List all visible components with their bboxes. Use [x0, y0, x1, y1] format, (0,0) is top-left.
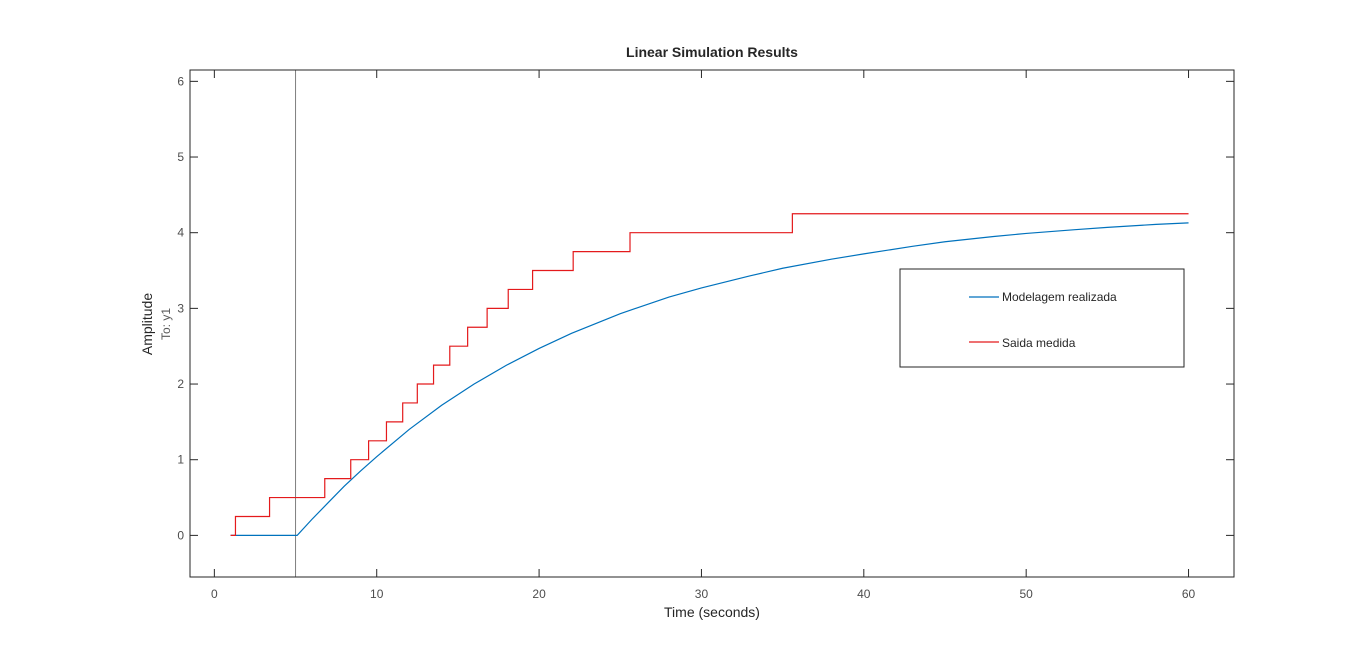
x-axis-label: Time (seconds) [664, 604, 760, 620]
x-tick-label: 50 [1019, 587, 1033, 601]
x-tick-label: 40 [857, 587, 871, 601]
x-tick-label: 0 [211, 587, 218, 601]
plot-area [230, 70, 1189, 577]
x-tick-label: 60 [1182, 587, 1196, 601]
y-tick-label: 0 [177, 528, 184, 542]
y-tick-label: 1 [177, 453, 184, 467]
axis-ticks: 0 10 20 30 40 50 60 0 1 2 3 4 5 6 [177, 70, 1234, 601]
y-axis-sublabel: To: y1 [159, 308, 173, 340]
y-tick-label: 4 [177, 226, 184, 240]
x-tick-label: 20 [532, 587, 546, 601]
chart-title: Linear Simulation Results [626, 44, 798, 60]
series-line-saida [230, 213, 1189, 536]
legend: Modelagem realizada Saida medida [899, 268, 1185, 368]
y-tick-label: 6 [177, 74, 184, 88]
legend-label-modelagem: Modelagem realizada [1002, 290, 1117, 304]
legend-label-saida: Saida medida [1002, 336, 1076, 350]
y-tick-label: 3 [177, 301, 184, 315]
axes-box [189, 69, 1235, 578]
x-tick-label: 10 [370, 587, 384, 601]
y-tick-label: 2 [177, 377, 184, 391]
x-tick-label: 30 [695, 587, 709, 601]
series-line-modelagem [230, 222, 1189, 536]
legend-box [899, 268, 1185, 368]
y-tick-label: 5 [177, 150, 184, 164]
y-axis-label: Amplitude [139, 293, 155, 355]
